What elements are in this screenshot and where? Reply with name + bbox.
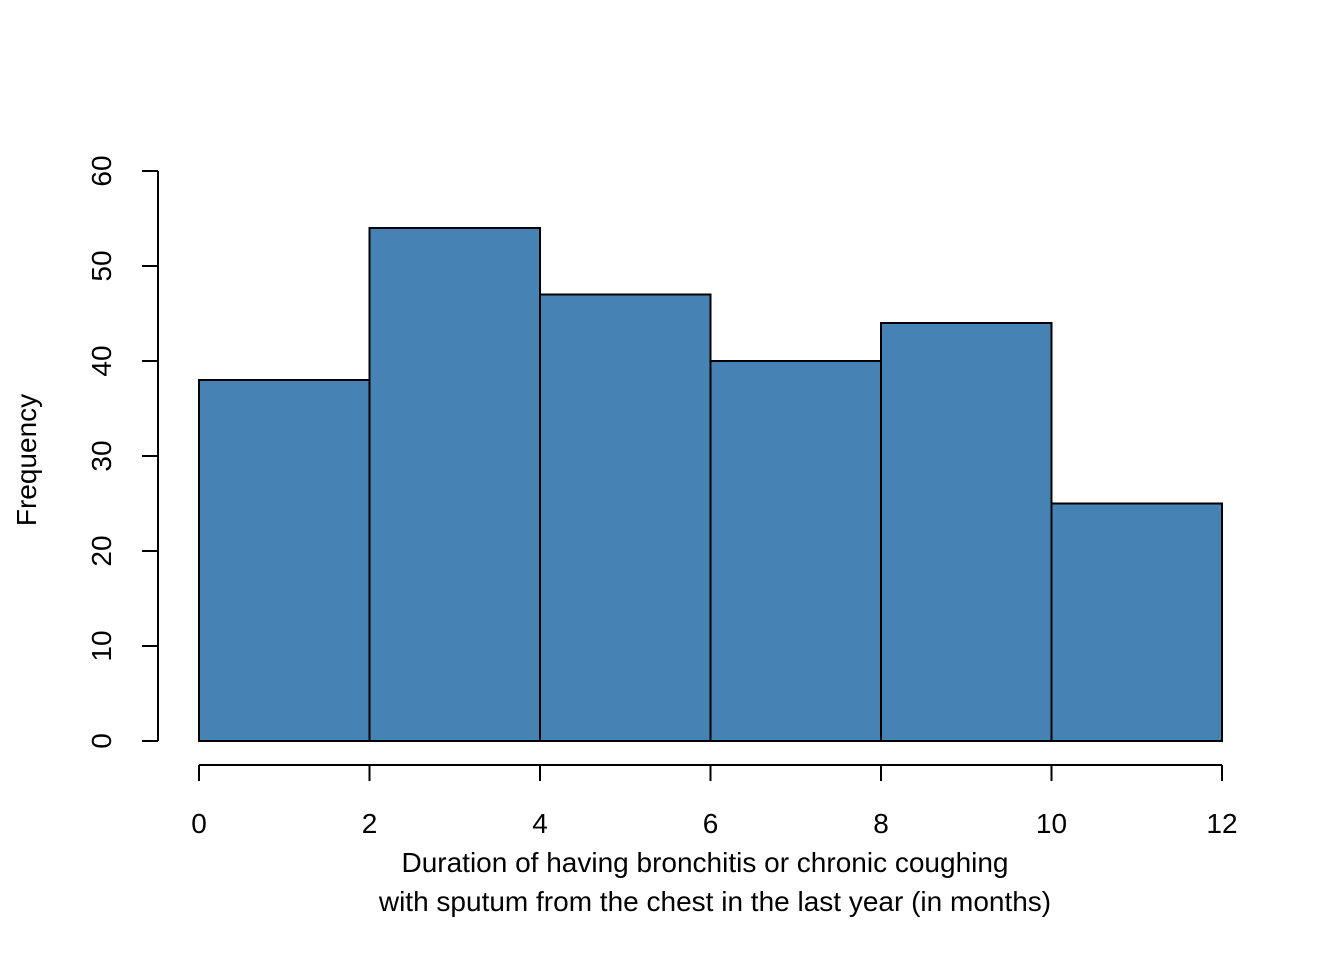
x-tick-label: 6 [703,808,719,839]
x-tick-label: 12 [1206,808,1237,839]
x-tick-label: 4 [532,808,548,839]
histogram-bar-3 [539,293,712,742]
y-tick-label: 10 [86,630,117,661]
x-axis-title-line-1: Duration of having bronchitis or chronic… [401,847,1008,878]
y-tick-label: 50 [86,250,117,281]
x-tick-label: 2 [362,808,378,839]
y-tick-label: 20 [86,535,117,566]
x-tick-label: 0 [191,808,207,839]
x-tick-label: 10 [1036,808,1067,839]
x-axis-title-line-2: with sputum from the chest in the last y… [378,886,1051,917]
histogram-bar-4 [709,360,882,742]
y-axis: 0 10 20 30 40 50 60 [86,155,159,749]
y-axis-ticks: 0 10 20 30 40 50 60 [86,155,158,749]
histogram-bar-2 [368,227,541,742]
y-tick-label: 0 [86,733,117,749]
y-tick-label: 30 [86,440,117,471]
histogram-bars [198,227,1223,742]
x-tick-label: 8 [873,808,889,839]
histogram-bar-5 [880,322,1053,742]
x-axis: 0 2 4 6 8 10 12 [191,764,1238,839]
y-axis-title: Frequency [11,394,42,526]
x-axis-ticks: 0 2 4 6 8 10 12 [191,765,1238,839]
y-tick-label: 40 [86,345,117,376]
y-tick-label: 60 [86,155,117,186]
histogram-bar-1 [198,379,371,742]
histogram-bar-6 [1050,502,1223,742]
